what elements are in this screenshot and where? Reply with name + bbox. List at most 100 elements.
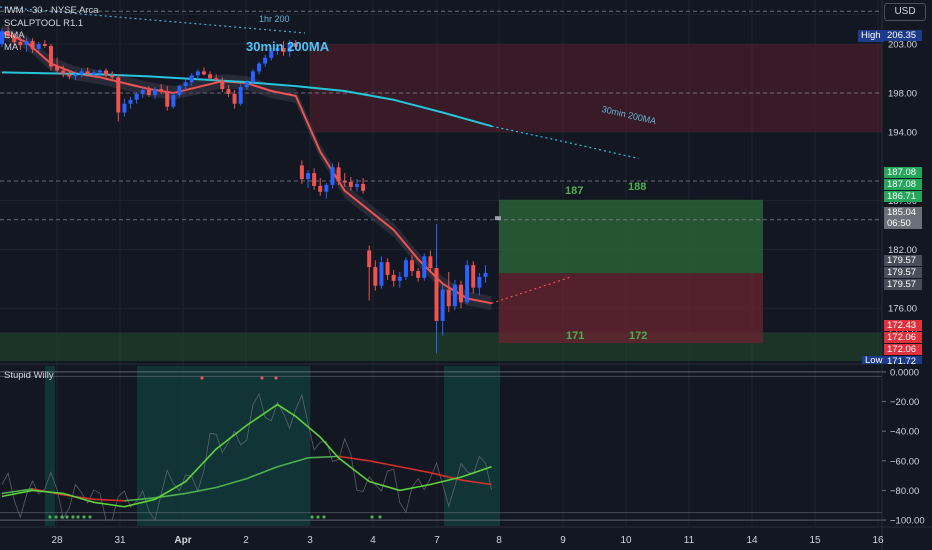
- oscillator-slow-line: [399, 465, 431, 474]
- time-tick-label: 14: [746, 535, 758, 546]
- price-tag: 172.06: [884, 344, 922, 355]
- target-label-1: 187: [565, 185, 584, 197]
- signal-dot: [76, 515, 80, 519]
- price-tick-label: 194.00: [888, 128, 917, 139]
- signal-dot: [54, 515, 58, 519]
- signal-dot: [378, 515, 382, 519]
- candle-body: [238, 87, 243, 104]
- candle-body: [183, 82, 188, 87]
- oscillator-slow-line: [93, 498, 125, 502]
- oscillator-highlight: [137, 366, 310, 526]
- candle-body: [428, 256, 433, 269]
- candle-body: [361, 183, 366, 191]
- low-label: Low: [862, 356, 886, 364]
- signal-dot: [200, 376, 204, 380]
- candle-body: [275, 47, 280, 51]
- osc-tick-label: −60.00: [890, 456, 919, 467]
- indicator-scalptool[interactable]: SCALPTOOL R1.1: [4, 18, 84, 29]
- candle-body: [293, 43, 298, 47]
- hr200-line: [0, 6, 306, 34]
- candle-body: [165, 90, 170, 107]
- price-tag: 187.08: [884, 179, 922, 190]
- signal-dot: [88, 515, 92, 519]
- candle-body: [18, 42, 23, 46]
- price-guides: [0, 6, 882, 221]
- candle-body: [312, 173, 317, 186]
- candle-body: [403, 260, 408, 277]
- oscillator-slow-line: [338, 455, 370, 462]
- candle-body: [306, 173, 310, 180]
- signal-dot: [48, 515, 52, 519]
- indicator-ma[interactable]: MA: [4, 42, 19, 53]
- candle-body: [36, 44, 41, 49]
- candle-body: [128, 99, 133, 104]
- candle-body: [153, 89, 157, 95]
- signal-dot: [71, 515, 75, 519]
- candle-body: [281, 47, 286, 52]
- ma-label: 30min 200MA: [246, 39, 330, 54]
- price-tag: 185.04: [884, 207, 922, 218]
- candle-body: [79, 71, 84, 75]
- candle-body: [201, 71, 206, 75]
- osc-tick-label: −40.00: [890, 427, 919, 438]
- symbol-title[interactable]: IWM · 30 · NYSE Arca: [4, 5, 99, 16]
- candle-body: [42, 44, 47, 46]
- indicator-ema[interactable]: EMA: [4, 30, 25, 41]
- countdown-tag: 06:50: [884, 218, 922, 229]
- candle-body: [177, 86, 182, 95]
- candle-body: [61, 70, 66, 75]
- stop-label-2: 172: [629, 330, 648, 342]
- candle-body: [159, 89, 164, 91]
- candle-body: [85, 71, 90, 75]
- candle-body: [208, 74, 213, 79]
- signal-dot: [310, 515, 314, 519]
- candle-body: [55, 66, 60, 71]
- candle-body: [244, 82, 249, 88]
- candle-body: [379, 262, 384, 286]
- price-tick-label: 203.00: [888, 40, 917, 51]
- candle-body: [171, 94, 176, 107]
- candle-body: [318, 185, 323, 192]
- candle-body: [422, 256, 427, 278]
- candle-body: [257, 63, 262, 72]
- candle-body: [0, 31, 4, 45]
- candle-body: [385, 262, 390, 275]
- candle-body: [354, 183, 359, 187]
- oscillator-slow-line: [369, 460, 400, 468]
- time-tick-label: 31: [114, 535, 126, 546]
- signal-dot: [60, 515, 64, 519]
- currency-button[interactable]: USD: [884, 3, 926, 21]
- candle-body: [483, 272, 488, 277]
- oscillator-highlight: [444, 366, 500, 526]
- price-tag: 179.57: [884, 279, 922, 290]
- time-tick-label: 2: [243, 535, 249, 546]
- resistance-zone: [310, 44, 882, 133]
- oscillator-slow-line: [246, 465, 278, 480]
- candle-body: [342, 181, 347, 183]
- signal-dot: [65, 515, 69, 519]
- candle-body: [122, 103, 127, 113]
- oscillator-highlight: [45, 366, 55, 526]
- oscillator-title[interactable]: Stupid Willy: [4, 370, 54, 381]
- candle-body: [250, 71, 255, 83]
- low-value-tag: 171.72: [884, 356, 922, 364]
- candle-body: [67, 74, 72, 77]
- price-tag: 187.08: [884, 167, 922, 178]
- candle-body: [195, 71, 200, 76]
- candle-body: [220, 80, 225, 90]
- candle-body: [336, 167, 341, 181]
- long-target-zone: [499, 199, 763, 274]
- candle-body: [263, 57, 268, 64]
- candle-body: [324, 184, 329, 192]
- oscillator-slow-line: [307, 455, 339, 459]
- signal-dot: [322, 515, 326, 519]
- osc-tick-label: 0.0000: [890, 367, 919, 378]
- candle-body: [373, 267, 378, 286]
- candle-body: [452, 284, 457, 307]
- candle-body: [189, 75, 194, 83]
- candle-body: [104, 70, 109, 76]
- oscillator-raw-line: [1, 392, 492, 522]
- time-tick-label: 9: [560, 535, 566, 546]
- oscillator-fast-line: [1, 403, 492, 508]
